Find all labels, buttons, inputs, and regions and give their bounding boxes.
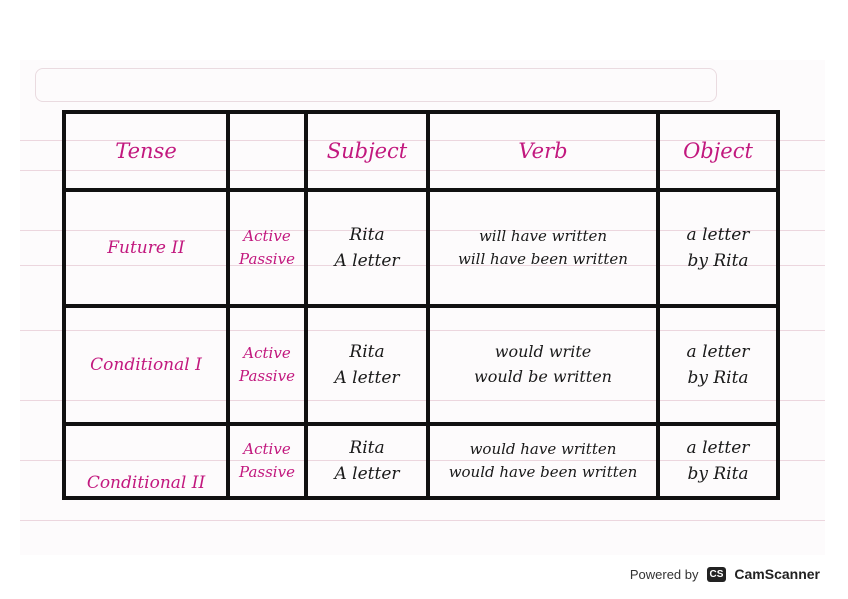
object-cell: a letter by Rita [660,192,776,304]
voice-active: Active [243,226,291,245]
camscanner-brand: CamScanner [734,566,820,582]
subject-passive: A letter [334,251,400,271]
voice-cell: Active Passive [230,426,304,496]
paper-rule [20,460,825,461]
voice-passive: Passive [239,250,295,268]
voice-cell: Active Passive [230,192,304,304]
verb-cell: will have written will have been written [430,192,656,304]
object-active: a letter [686,341,750,362]
verb-active: would have written [469,439,617,458]
voice-active: Active [243,343,291,362]
verb-cell: would have written would have been writte… [430,426,656,496]
powered-by-text: Powered by [629,566,699,582]
paper-header-box [35,68,717,102]
voice-passive: Passive [239,367,295,385]
paper-rule [20,520,825,521]
header-object: Object [683,138,753,163]
object-cell: a letter by Rita [660,308,776,422]
subject-passive: A letter [334,368,400,388]
header-verb: Verb [518,138,568,163]
voice-passive: Passive [239,463,295,481]
camscanner-logo-icon: CS [706,566,727,582]
paper-rule [20,140,825,141]
verb-cell: would write would be written [430,308,656,422]
paper-rule [20,230,825,231]
object-passive: by Rita [687,251,749,271]
subject-active: Rita [349,341,385,362]
object-active: a letter [686,224,750,245]
paper-rule [20,330,825,331]
voice-active: Active [243,439,291,458]
subject-active: Rita [349,224,385,245]
header-tense: Tense [115,138,177,163]
subject-cell: Rita A letter [308,426,426,496]
tense-cell: Conditional I [90,354,202,375]
subject-cell: Rita A letter [308,308,426,422]
object-passive: by Rita [687,368,749,388]
verb-active: would write [494,342,592,362]
verb-passive: would have been written [448,463,638,481]
object-active: a letter [686,437,750,458]
voice-cell: Active Passive [230,308,304,422]
paper-rule [20,265,825,266]
verb-passive: would be written [474,367,612,386]
paper-rule [20,170,825,171]
handwritten-table: Tense Subject Verb Object Future II Acti… [62,110,780,500]
verb-active: will have written [478,226,608,245]
subject-passive: A letter [334,464,400,484]
paper-rule [20,400,825,401]
tense-cell: Future II [107,237,185,258]
camscanner-watermark: Powered by CS CamScanner [630,566,820,582]
object-cell: a letter by Rita [660,426,776,496]
subject-active: Rita [349,437,385,458]
object-passive: by Rita [687,464,749,484]
tense-cell: Conditional II [86,472,206,493]
verb-passive: will have been written [458,250,628,268]
header-subject: Subject [326,138,408,163]
subject-cell: Rita A letter [308,192,426,304]
